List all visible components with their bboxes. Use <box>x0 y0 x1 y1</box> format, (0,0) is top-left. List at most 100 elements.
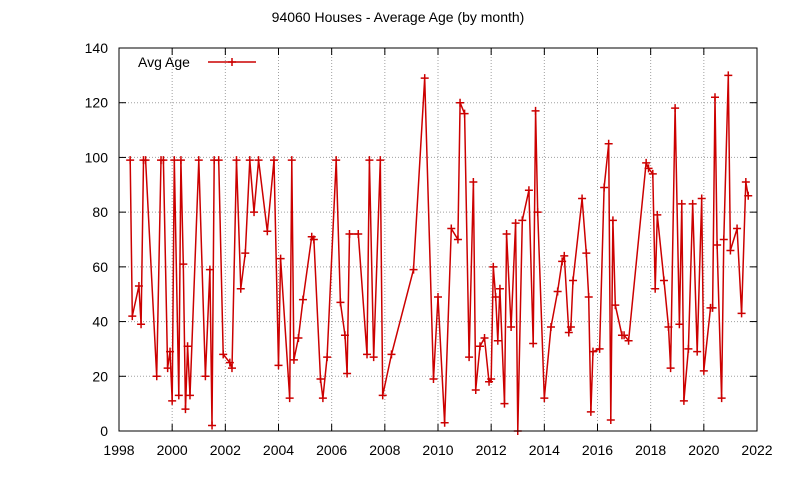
data-point-marker <box>205 265 214 274</box>
data-point-marker <box>168 396 177 405</box>
y-tick-label: 20 <box>92 368 108 384</box>
data-point-marker <box>719 235 728 244</box>
data-point-marker <box>624 336 633 345</box>
data-point-marker <box>584 292 593 301</box>
data-point-marker <box>137 320 146 329</box>
x-tick-label: 2014 <box>529 442 560 458</box>
data-point-marker <box>409 265 418 274</box>
legend: Avg Age <box>138 54 256 70</box>
data-point-marker <box>699 366 708 375</box>
data-point-marker <box>679 396 688 405</box>
data-point-marker <box>323 353 332 362</box>
data-point-marker <box>713 240 722 249</box>
data-point-marker <box>201 372 210 381</box>
y-tick-label: 120 <box>85 95 109 111</box>
data-point-marker <box>588 347 597 356</box>
data-point-marker <box>671 104 680 113</box>
y-tick-label: 0 <box>100 423 108 439</box>
data-point-marker <box>183 342 192 351</box>
data-point-marker <box>533 208 542 217</box>
data-point-marker <box>726 246 735 255</box>
data-point-marker <box>564 328 573 337</box>
data-point-marker <box>644 164 653 173</box>
data-point-marker <box>343 369 352 378</box>
data-point-marker <box>469 178 478 187</box>
data-point-marker <box>600 183 609 192</box>
data-point-marker <box>219 350 228 359</box>
data-point-marker <box>166 347 175 356</box>
data-point-marker <box>560 251 569 260</box>
data-point-marker <box>141 156 150 165</box>
data-point-marker <box>227 364 236 373</box>
data-point-marker <box>553 287 562 296</box>
data-point-marker <box>480 333 489 342</box>
data-point-marker <box>316 375 325 384</box>
data-point-marker <box>420 74 429 83</box>
x-tick-label: 2022 <box>741 442 772 458</box>
data-point-marker <box>214 156 223 165</box>
data-point-marker <box>642 158 651 167</box>
data-point-marker <box>354 230 363 239</box>
data-point-marker <box>332 156 341 165</box>
data-point-marker <box>241 249 250 258</box>
data-point-marker <box>434 292 442 301</box>
data-point-marker <box>653 210 662 219</box>
data-point-marker <box>294 333 303 342</box>
data-point-marker <box>540 394 549 403</box>
data-point-marker <box>487 375 496 384</box>
data-point-marker <box>675 320 684 329</box>
data-point-marker <box>489 262 498 271</box>
data-point-marker <box>447 224 456 233</box>
data-point-marker <box>174 391 183 400</box>
data-point-marker <box>185 391 194 400</box>
data-point-marker <box>289 355 298 364</box>
data-point-marker <box>717 394 726 403</box>
data-point-marker <box>287 156 296 165</box>
y-tick-label: 100 <box>85 149 109 165</box>
series-layer <box>126 71 753 435</box>
data-point-marker <box>163 364 172 373</box>
data-point-marker <box>274 361 283 370</box>
data-point-marker <box>502 230 511 239</box>
x-tick-label: 2000 <box>157 442 188 458</box>
data-point-marker <box>741 178 750 187</box>
data-point-marker <box>569 276 578 285</box>
data-point-marker <box>529 339 538 348</box>
data-point-marker <box>608 216 617 225</box>
data-point-marker <box>518 216 527 225</box>
data-point-marker <box>495 284 504 293</box>
x-tick-label: 2016 <box>582 442 613 458</box>
data-point-marker <box>126 156 135 165</box>
data-point-marker <box>566 323 575 332</box>
data-point-marker <box>208 421 217 430</box>
data-point-marker <box>604 139 613 148</box>
data-point-marker <box>465 353 474 362</box>
data-point-marker <box>651 284 660 293</box>
x-tick-label: 2012 <box>476 442 507 458</box>
data-point-marker <box>460 109 469 118</box>
data-point-marker <box>531 106 540 115</box>
data-point-marker <box>697 194 706 203</box>
data-point-marker <box>250 208 259 217</box>
data-point-marker <box>708 303 717 312</box>
data-point-marker <box>245 156 254 165</box>
data-point-marker <box>546 323 555 332</box>
y-tick-label: 40 <box>92 314 108 330</box>
data-point-marker <box>363 350 372 359</box>
x-tick-label: 2004 <box>263 442 294 458</box>
data-point-marker <box>453 235 462 244</box>
data-point-marker <box>152 372 161 381</box>
y-tick-label: 140 <box>85 40 109 56</box>
data-point-marker <box>387 350 396 359</box>
data-point-marker <box>236 284 245 293</box>
data-point-marker <box>595 344 604 353</box>
x-tick-label: 2008 <box>369 442 400 458</box>
legend-label: Avg Age <box>138 54 190 70</box>
data-point-marker <box>582 249 591 258</box>
data-point-marker <box>710 93 719 102</box>
data-point-marker <box>659 276 668 285</box>
data-point-marker <box>491 292 500 301</box>
x-tick-label: 2020 <box>688 442 719 458</box>
data-point-marker <box>493 336 502 345</box>
